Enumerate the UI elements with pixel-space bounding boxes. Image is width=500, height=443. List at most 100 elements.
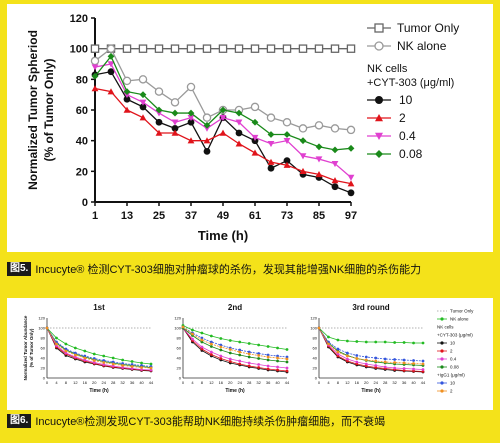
data-point	[383, 360, 387, 364]
data-point	[123, 106, 131, 113]
data-point	[228, 339, 232, 342]
x-axis-label: Time (h)	[89, 388, 109, 394]
data-point	[402, 361, 406, 365]
x-tick-label: 28	[247, 380, 252, 385]
data-point	[393, 366, 397, 370]
data-point	[238, 353, 242, 357]
data-point	[383, 357, 387, 361]
data-point	[140, 368, 143, 371]
data-point	[314, 44, 324, 53]
series-line	[182, 327, 288, 373]
data-point	[283, 161, 291, 168]
series-7	[317, 326, 425, 366]
data-point	[402, 358, 406, 362]
data-point	[393, 358, 397, 361]
data-point	[187, 114, 195, 122]
data-point	[92, 361, 96, 364]
data-point	[219, 106, 227, 114]
data-point	[235, 109, 243, 117]
data-point	[283, 157, 291, 165]
data-point	[250, 102, 260, 112]
data-point	[266, 353, 270, 357]
data-point	[73, 346, 77, 350]
data-point	[285, 366, 289, 370]
legend-marker	[440, 357, 444, 361]
data-point	[276, 368, 279, 372]
data-point	[170, 44, 180, 53]
data-point	[91, 64, 99, 71]
data-point	[283, 131, 291, 138]
legend-label: 10	[450, 341, 456, 346]
legend-marker	[440, 381, 444, 385]
x-tick-label: 16	[219, 380, 224, 385]
data-point	[331, 177, 339, 184]
figure5-tag: 图5.	[7, 262, 32, 276]
data-point	[73, 353, 77, 357]
data-point	[181, 325, 185, 329]
data-point	[122, 76, 132, 86]
series-line	[182, 327, 288, 369]
x-tick-label: 32	[392, 380, 397, 385]
x-tick-label: 0	[46, 380, 49, 385]
data-point	[200, 338, 204, 342]
series-line	[46, 327, 152, 371]
y-tick-label: 0	[43, 376, 46, 381]
data-point	[209, 350, 213, 354]
data-point	[228, 360, 232, 363]
data-point	[283, 137, 291, 145]
x-tick-label: 61	[249, 210, 261, 222]
subplot-title: 2nd	[228, 303, 242, 312]
data-point	[171, 119, 179, 126]
data-point	[139, 91, 147, 99]
y-tick-label: 40	[313, 356, 318, 361]
data-point	[374, 364, 378, 367]
x-tick-label: 12	[73, 380, 78, 385]
data-point	[331, 160, 339, 168]
data-point	[203, 148, 211, 155]
series-line	[318, 327, 424, 370]
x-axis-label: Time (h)	[361, 388, 381, 394]
data-point	[238, 359, 242, 363]
data-point	[266, 367, 270, 371]
data-point	[64, 347, 68, 351]
x-tick-label: 16	[83, 380, 88, 385]
data-point	[219, 348, 223, 352]
series-line	[318, 327, 423, 344]
y-tick-label: 60	[313, 346, 318, 351]
data-point	[299, 153, 307, 160]
x-tick-label: 36	[130, 380, 135, 385]
legend-marker	[375, 150, 383, 158]
y-tick-label: 0	[179, 376, 182, 381]
data-point	[314, 121, 324, 130]
data-point	[247, 352, 251, 356]
y-tick-label: 0	[315, 376, 318, 381]
data-point	[364, 362, 368, 366]
data-point	[402, 341, 406, 344]
data-point	[238, 362, 242, 366]
data-point	[155, 129, 163, 136]
subplot-1: 2nd 0 20 40 60 80 100 120 0 4 8 12 16 20 24 28 32 36 40 44 T…	[174, 303, 290, 394]
y-tick-label: 20	[313, 366, 318, 371]
data-point	[336, 347, 340, 351]
data-point	[149, 366, 153, 370]
data-point	[202, 44, 212, 53]
x-tick-label: 85	[313, 210, 325, 222]
data-point	[187, 137, 195, 144]
x-tick-label: 4	[327, 380, 330, 385]
data-point	[55, 342, 58, 346]
figure5-panel: 0 20 40 60 80 100 120 1 13 25 37 49 61 73 85 97 Time (h)…	[7, 4, 493, 252]
legend-marker	[440, 349, 444, 353]
series-line	[46, 327, 152, 369]
series-line	[318, 327, 424, 362]
data-point	[247, 361, 251, 365]
data-point	[238, 348, 242, 352]
data-point	[155, 110, 163, 117]
data-point	[285, 348, 289, 351]
data-point	[355, 340, 359, 343]
series-line	[46, 327, 152, 368]
series-3	[91, 85, 355, 187]
x-tick-label: 24	[102, 380, 107, 385]
y-tick-label: 120	[310, 316, 317, 321]
y-tick-label: 20	[177, 366, 182, 371]
